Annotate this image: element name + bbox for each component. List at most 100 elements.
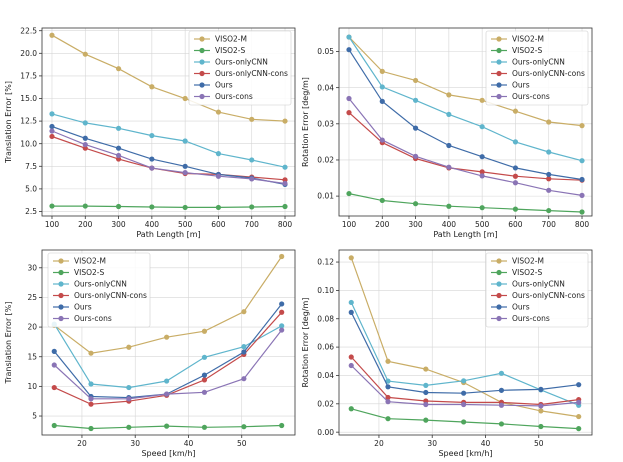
x-tick-label: 700 (542, 220, 557, 229)
legend-swatch-marker (496, 93, 502, 100)
data-point (346, 47, 352, 53)
legend-label: VISO2-S (512, 46, 542, 55)
data-point (49, 133, 55, 140)
data-point (249, 204, 255, 210)
legend-swatch-marker (496, 82, 502, 88)
data-point (201, 354, 208, 360)
data-point (479, 97, 485, 103)
data-point (164, 423, 170, 429)
legend-label: VISO2-M (74, 257, 106, 266)
legend-label: VISO2-M (512, 35, 544, 44)
data-point (512, 139, 519, 145)
legend-swatch-marker (496, 59, 502, 65)
y-tick-label: 0.10 (317, 286, 334, 295)
series-viso2-s (49, 203, 288, 211)
legend-swatch-marker (496, 47, 502, 54)
data-point (348, 354, 354, 360)
data-point (385, 399, 391, 405)
x-tick-label: 600 (211, 220, 226, 229)
data-point (82, 141, 88, 148)
x-axis-label: Path Length [m] (136, 230, 200, 239)
y-axis-label: Rotation Error [deg/m] (301, 298, 310, 388)
data-point (249, 176, 255, 182)
x-tick-label: 30 (427, 439, 437, 448)
legend-swatch-marker (199, 70, 205, 77)
data-point (479, 154, 485, 160)
x-tick-label: 700 (245, 220, 260, 229)
data-point (576, 382, 582, 388)
data-point (126, 344, 132, 350)
legend-swatch-marker (199, 47, 205, 54)
data-point (282, 118, 288, 124)
series-ours-onlycnn (49, 111, 288, 170)
data-point (385, 378, 391, 384)
data-point (215, 151, 222, 157)
data-point (51, 362, 57, 368)
data-point (546, 149, 552, 155)
series-ours-cons (348, 362, 582, 409)
legend-swatch-marker (496, 258, 502, 264)
legend-label: Ours (74, 303, 92, 312)
data-point (182, 163, 188, 169)
data-point (49, 123, 55, 130)
data-point (498, 370, 505, 376)
legend-swatch-marker (58, 304, 64, 310)
x-tick-label: 500 (178, 220, 193, 229)
data-point (446, 111, 452, 118)
data-point (446, 164, 452, 170)
x-tick-label: 50 (237, 439, 247, 448)
legend-label: VISO2-S (215, 46, 245, 55)
data-point (149, 165, 155, 171)
y-tick-label: 0.02 (317, 156, 334, 165)
y-tick-label: 0.05 (317, 47, 334, 56)
data-point (115, 152, 122, 159)
data-point (576, 426, 582, 432)
data-point (385, 358, 391, 364)
legend-swatch-marker (58, 315, 64, 322)
series-viso2-m (51, 253, 285, 356)
data-point (164, 378, 170, 384)
y-tick-label: 5.0 (25, 184, 37, 193)
data-point (201, 377, 208, 383)
data-point (164, 391, 170, 397)
x-tick-label: 20 (77, 439, 87, 448)
data-point (126, 396, 132, 402)
data-point (282, 203, 288, 210)
y-tick-label: 0.01 (317, 192, 334, 201)
data-point (512, 180, 519, 186)
data-point (88, 425, 94, 432)
data-point (241, 376, 247, 382)
data-point (348, 299, 354, 306)
plot-frame (338, 27, 593, 217)
x-tick-label: 40 (481, 439, 491, 448)
data-point (412, 125, 419, 131)
plot-frame (338, 249, 593, 436)
data-point (49, 111, 55, 117)
data-point (479, 124, 485, 130)
y-tick-label: 20 (27, 323, 37, 332)
y-tick-label: 30 (27, 263, 37, 272)
data-point (88, 350, 94, 356)
data-point (279, 301, 285, 307)
data-point (446, 92, 452, 98)
legend-label: Ours-cons (215, 92, 253, 101)
x-tick-label: 30 (130, 439, 140, 448)
data-point (249, 116, 255, 122)
data-point (512, 173, 519, 179)
data-point (479, 205, 485, 211)
x-axis-label: Speed [km/h] (141, 449, 195, 458)
legend-label: Ours-onlyCNN (215, 58, 268, 67)
data-point (412, 153, 419, 159)
x-tick-label: 200 (375, 220, 390, 229)
legend-label: VISO2-M (512, 257, 544, 266)
data-point (346, 190, 352, 197)
legend-swatch-marker (58, 258, 64, 264)
legend-label: Ours-onlyCNN-cons (74, 291, 147, 300)
data-point (49, 203, 55, 209)
series-line (348, 49, 583, 181)
y-tick-label: 10.0 (20, 139, 37, 148)
data-point (538, 408, 544, 414)
data-point (51, 384, 57, 391)
data-point (348, 309, 354, 315)
